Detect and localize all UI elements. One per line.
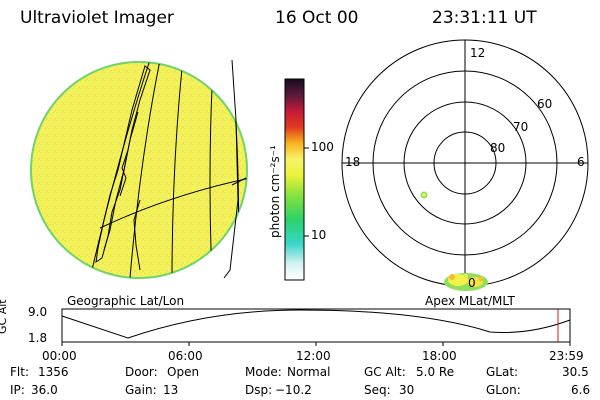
door-label: Door:: [125, 365, 158, 379]
longitude-line: [223, 59, 239, 279]
geographic-label: Geographic Lat/Lon: [67, 294, 185, 308]
flt-value: 1356: [38, 365, 69, 379]
aurora-spot: [420, 191, 428, 199]
gain-label: Gain:: [125, 383, 157, 397]
longitude-line: [171, 67, 183, 278]
colorbar-tick-100: 100: [311, 140, 334, 154]
glon-label: GLon:: [486, 383, 521, 397]
mode-value: Normal: [287, 365, 331, 379]
time-readout: 23:31:11 UT: [432, 8, 537, 28]
gain-value: 13: [163, 383, 179, 397]
time-tick: 12:00: [296, 349, 331, 363]
app-title: Ultraviolet Imager: [20, 8, 174, 28]
coastline: [133, 199, 141, 271]
glon-value: 6.6: [571, 383, 591, 397]
latitude-line: [99, 177, 247, 229]
altitude-curve: [61, 309, 571, 339]
door-value: Open: [167, 365, 200, 379]
lat-label-60: 60: [537, 97, 553, 111]
coastline: [103, 111, 139, 251]
mlt-label-12: 12: [470, 46, 486, 60]
colorbar-tick-10: 10: [311, 228, 327, 242]
time-tick: 18:00: [422, 349, 457, 363]
seq-value: 30: [399, 383, 415, 397]
altitude-tick-high: 9.0: [28, 305, 48, 319]
ip-value: 36.0: [31, 383, 58, 397]
lat-label-70: 70: [513, 120, 529, 134]
glat-label: GLat:: [486, 365, 519, 379]
altitude-ylabel: GC Alt: [0, 299, 9, 334]
time-tick: 06:00: [168, 349, 203, 363]
longitude-line: [129, 62, 161, 278]
aurora-oval-bottom: [444, 273, 488, 291]
gcalt-label: GC Alt:: [364, 365, 406, 379]
coastline: [119, 149, 129, 197]
earth-disk: [30, 59, 248, 279]
flt-label: Flt:: [10, 365, 29, 379]
glat-value: 30.5: [562, 365, 589, 379]
time-tick: 23:59: [549, 349, 584, 363]
gcalt-value: 5.0 Re: [416, 365, 455, 379]
dsp-label: Dsp:: [245, 383, 273, 397]
mlt-label-18: 18: [345, 155, 361, 169]
mlt-label-0: 0: [468, 276, 476, 290]
ip-label: IP:: [10, 383, 25, 397]
date-readout: 16 Oct 00: [275, 8, 359, 28]
time-tick: 00:00: [42, 349, 77, 363]
mlt-label-6: 6: [577, 155, 585, 169]
lat-label-80: 80: [490, 141, 506, 155]
altitude-tick-low: 1.8: [28, 331, 48, 345]
dsp-value: −10.2: [275, 383, 312, 397]
mode-label: Mode:: [245, 365, 282, 379]
apex-label: Apex MLat/MLT: [425, 294, 515, 308]
coastline: [95, 65, 151, 264]
seq-label: Seq:: [364, 383, 391, 397]
